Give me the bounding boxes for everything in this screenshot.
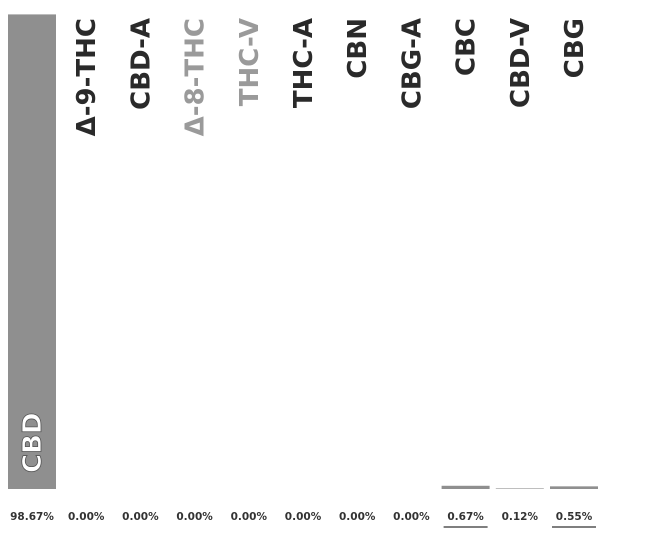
bar-cbc xyxy=(441,485,490,489)
value-label-thc-a: 0.00% xyxy=(285,511,322,523)
category-label-thc-a: THC-A xyxy=(289,18,319,108)
value-label-cbg-a: 0.00% xyxy=(393,511,430,523)
category-label-thc-v: THC-V xyxy=(235,18,265,106)
category-label-cbd-a: CBD-A xyxy=(126,18,156,110)
value-label-cbc: 0.67% xyxy=(447,511,484,523)
category-label-cbd-v: CBD-V xyxy=(506,18,536,108)
category-label-8-thc: Δ-8-THC xyxy=(181,18,211,136)
bar-cbd xyxy=(8,14,56,489)
category-label-cbn: CBN xyxy=(343,18,373,79)
category-label-9-thc: Δ-9-THC xyxy=(72,18,102,136)
value-label-cbg: 0.55% xyxy=(556,511,593,523)
bar-cbd-v xyxy=(495,488,544,489)
value-label-cbd-v: 0.12% xyxy=(502,511,539,523)
bars-group xyxy=(8,14,598,489)
value-label-cbd: 98.67% xyxy=(10,511,54,523)
category-label-cbg-a: CBG-A xyxy=(397,18,427,109)
value-label-8-thc: 0.00% xyxy=(176,511,213,523)
value-labels-group: 98.67% 0.00% 0.00% 0.00% 0.00% 0.00% 0.00% 0.00… xyxy=(10,511,596,528)
category-label-cbd: CBD xyxy=(18,413,48,473)
value-label-cbd-a: 0.00% xyxy=(122,511,159,523)
value-label-thc-v: 0.00% xyxy=(231,511,268,523)
category-label-cbg: CBG xyxy=(560,18,590,78)
value-label-cbn: 0.00% xyxy=(339,511,376,523)
value-label-9-thc: 0.00% xyxy=(68,511,105,523)
category-label-cbc: CBC xyxy=(452,18,482,76)
bar-cbg xyxy=(550,486,598,489)
category-labels-group: CBD Δ-9-THC CBD-A Δ-8-THC THC-V THC-A CBN CBG-A… xyxy=(18,18,590,473)
